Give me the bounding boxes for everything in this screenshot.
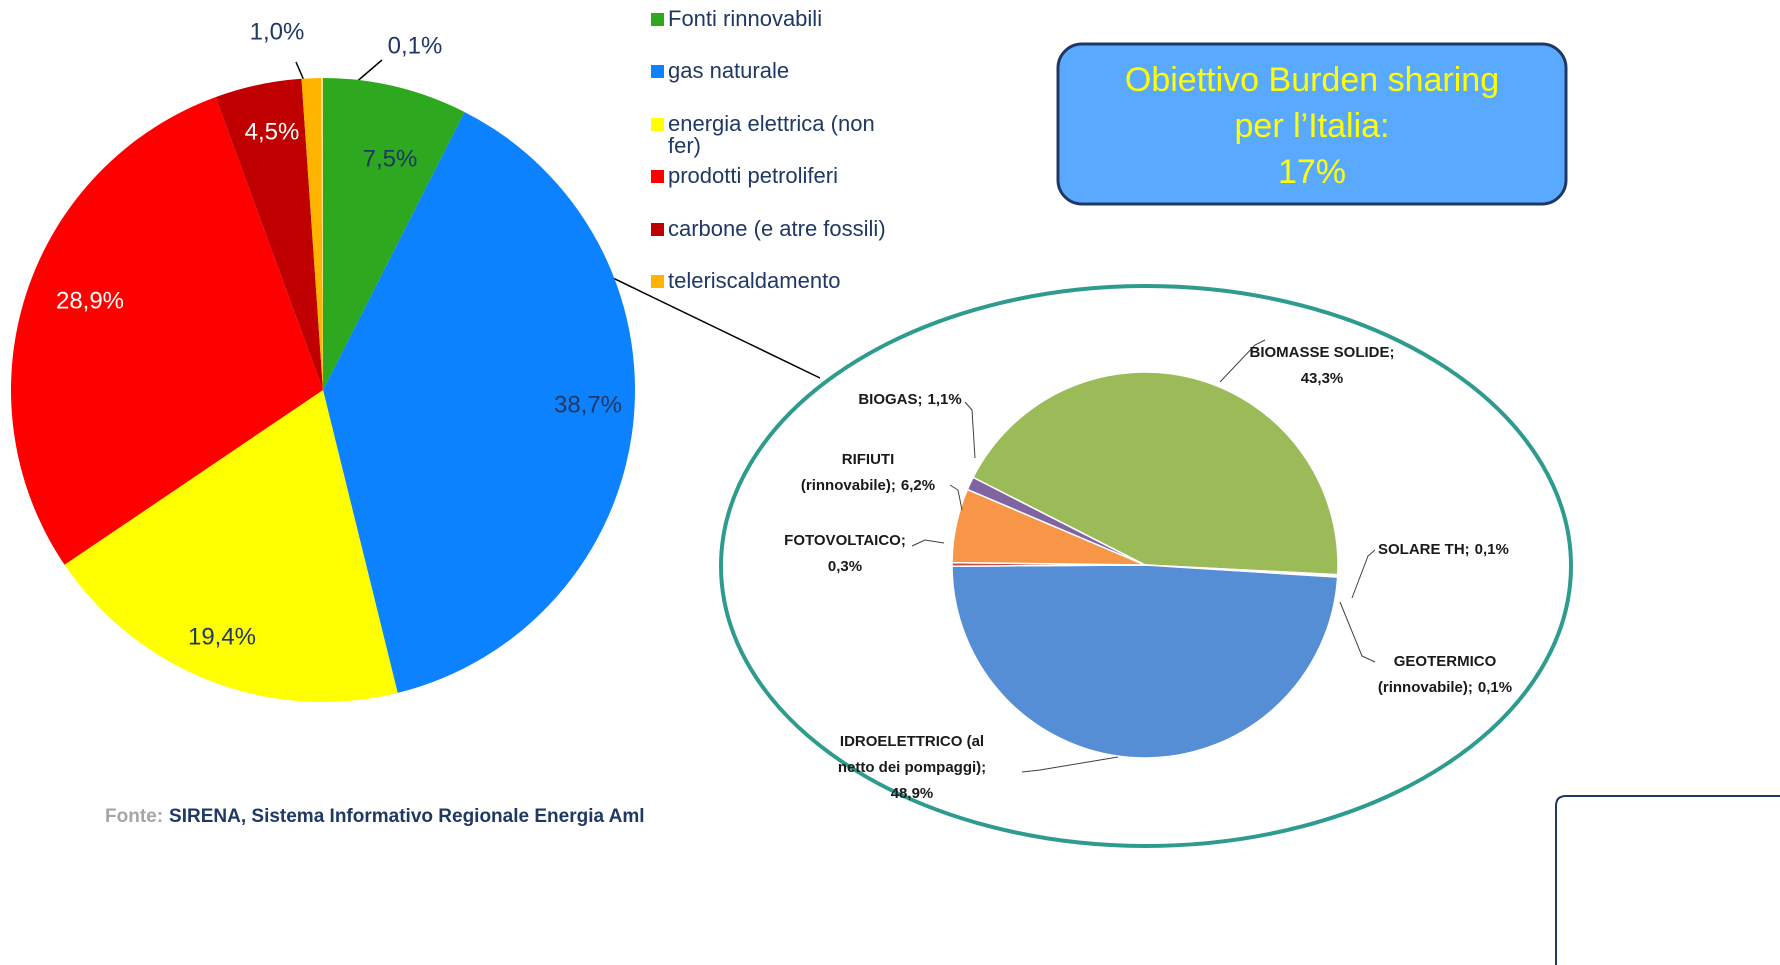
source-text: SIRENA, Sistema Informativo Regionale En… bbox=[169, 806, 644, 827]
leader-line bbox=[1021, 756, 1119, 773]
legend-swatch bbox=[651, 170, 664, 183]
slice-label-part: GEOTERMICO bbox=[1394, 653, 1497, 670]
legend-swatch bbox=[651, 118, 664, 131]
leader-line bbox=[1219, 339, 1266, 383]
zoom-ellipse bbox=[719, 284, 1573, 848]
source-label: Fonte: bbox=[105, 806, 163, 827]
slice-label-part: RIFIUTI bbox=[842, 451, 895, 468]
slice-label-part: 0,3% bbox=[828, 558, 862, 575]
pie-slice bbox=[966, 476, 1146, 566]
data-label: 28,9% bbox=[56, 287, 124, 314]
slice-label-part: 0,1% bbox=[1475, 541, 1509, 558]
pie-slice bbox=[64, 390, 398, 702]
source: Fonte: SIRENA, Sistema Informativo Region… bbox=[105, 806, 645, 827]
slice-label: FOTOVOLTAICO; 0,3% bbox=[784, 532, 906, 575]
annotation-frame bbox=[1056, 42, 1568, 206]
legend-label: gas naturale bbox=[668, 58, 789, 83]
slice-label-part: FOTOVOLTAICO; bbox=[784, 532, 906, 549]
slice-label: BIOMASSE SOLIDE; 43,3% bbox=[1249, 344, 1394, 387]
data-label: 19,4% bbox=[188, 623, 256, 650]
pie-slice bbox=[323, 78, 465, 390]
leader-line bbox=[964, 401, 976, 459]
pie-slice bbox=[323, 111, 635, 693]
data-label: 0,1% bbox=[388, 32, 443, 59]
legend-label-line: fer) bbox=[668, 133, 701, 158]
leader-line bbox=[911, 539, 945, 547]
legend-label-line: energia elettrica (non bbox=[668, 111, 875, 136]
slice-label-part: BIOMASSE SOLIDE; bbox=[1249, 344, 1394, 361]
slice-label-part: BIOGAS; bbox=[858, 391, 922, 408]
pie-slice bbox=[972, 371, 1339, 576]
slice-label-part: 6,2% bbox=[901, 477, 935, 494]
annotation-box: Obiettivo Burden sharing per l’Italia: 17% bbox=[1056, 42, 1568, 206]
pie-slice bbox=[10, 97, 323, 565]
slice-label-part: IDROELETTRICO (al bbox=[840, 733, 984, 750]
slice-label-part: SOLARE TH; bbox=[1378, 541, 1470, 558]
legend-swatch bbox=[651, 223, 664, 236]
legend-label: energia elettrica (non fer) bbox=[668, 111, 875, 158]
legend-label: Fonti rinnovabili bbox=[668, 6, 822, 31]
slice-label: BIOGAS; 1,1% bbox=[858, 391, 961, 408]
slice-label-part: netto dei pompaggi); bbox=[838, 759, 986, 776]
slice-label: RIFIUTI (rinnovabile); 6,2% bbox=[801, 451, 935, 494]
annotation-line: Obiettivo Burden sharing bbox=[1125, 61, 1499, 99]
annotation-line: per l’Italia: bbox=[1235, 107, 1390, 145]
leader-line bbox=[1351, 549, 1376, 599]
legend-swatch bbox=[651, 13, 664, 26]
annotation-line: 17% bbox=[1278, 153, 1346, 191]
data-label: 38,7% bbox=[554, 391, 622, 418]
slice-label-part: 1,1% bbox=[927, 391, 961, 408]
pie bbox=[10, 78, 635, 702]
leader-line bbox=[949, 484, 963, 511]
legend-swatch bbox=[651, 65, 664, 78]
pie-slice bbox=[215, 78, 323, 390]
data-label: 4,5% bbox=[245, 118, 300, 145]
slice-label-part: 48,9% bbox=[891, 785, 934, 802]
legend-label: teleriscaldamento bbox=[668, 268, 840, 293]
leader-lines bbox=[911, 339, 1376, 773]
pie-slice bbox=[301, 78, 323, 390]
leader-line bbox=[1339, 601, 1376, 663]
pie-slice bbox=[951, 564, 1339, 759]
slice-label-part: (rinnovabile); bbox=[801, 477, 896, 494]
slice-label: IDROELETTRICO (al netto dei pompaggi); 48,… bbox=[838, 733, 986, 802]
data-label: 7,5% bbox=[363, 145, 418, 172]
slice-label: GEOTERMICO (rinnovabile); 0,1% bbox=[1378, 653, 1512, 696]
pie bbox=[951, 371, 1339, 759]
legend-label: prodotti petroliferi bbox=[668, 163, 838, 188]
data-label: 1,0% bbox=[250, 18, 305, 45]
slice-label-part: (rinnovabile); bbox=[1378, 679, 1473, 696]
legend-swatch bbox=[651, 275, 664, 288]
slice-label: SOLARE TH; 0,1% bbox=[1378, 541, 1509, 558]
corner-frame bbox=[1555, 795, 1780, 965]
pie-slice bbox=[321, 78, 323, 390]
legend-label: carbone (e atre fossili) bbox=[668, 216, 886, 241]
slice-label-part: 43,3% bbox=[1301, 370, 1344, 387]
slice-label-part: 0,1% bbox=[1478, 679, 1512, 696]
